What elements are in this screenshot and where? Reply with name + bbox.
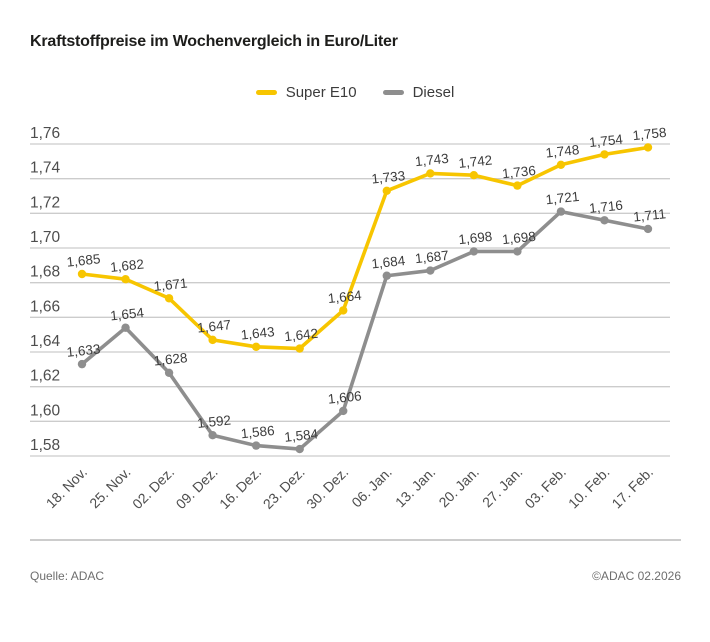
legend-swatch-diesel-icon — [382, 90, 404, 95]
value-label-super-e10-9: 1,742 — [458, 152, 493, 170]
legend: Super E10 Diesel — [0, 84, 710, 101]
x-axis-tick-label: 16. Dez. — [216, 464, 264, 512]
value-label-diesel-7: 1,684 — [371, 253, 407, 272]
value-label-super-e10-2: 1,671 — [153, 276, 188, 294]
value-label-super-e10-11: 1,748 — [545, 142, 580, 160]
y-axis-tick-label: 1,60 — [30, 402, 61, 419]
x-axis-tick-label: 06. Jan. — [348, 464, 395, 511]
data-point-super-e10-7 — [382, 186, 391, 195]
x-axis-tick-label: 20. Jan. — [435, 464, 482, 511]
series-line-super-e10 — [80, 145, 650, 351]
data-point-super-e10-10 — [513, 181, 522, 190]
data-point-super-e10-6 — [339, 306, 348, 315]
data-point-diesel-6 — [339, 406, 348, 416]
legend-swatch-super-e10-icon — [255, 90, 277, 95]
value-label-diesel-5: 1,584 — [284, 426, 320, 445]
value-label-diesel-11: 1,721 — [545, 189, 580, 207]
data-point-diesel-0 — [77, 359, 87, 369]
y-axis-tick-label: 1,70 — [30, 229, 61, 246]
x-axis-tick-label: 23. Dez. — [260, 464, 308, 512]
value-label-diesel-2: 1,628 — [153, 350, 188, 368]
y-axis-tick-label: 1,62 — [30, 368, 60, 385]
y-axis-tick-label: 1,74 — [30, 160, 61, 177]
data-point-super-e10-3 — [208, 335, 217, 345]
value-label-super-e10-4: 1,643 — [240, 324, 275, 342]
data-point-super-e10-4 — [251, 342, 261, 351]
value-label-super-e10-6: 1,664 — [327, 288, 363, 307]
legend-item-super-e10: Super E10 — [255, 84, 357, 101]
x-axis-tick-label: 30. Dez. — [303, 464, 351, 512]
x-axis-tick-label: 25. Nov. — [86, 464, 133, 511]
data-point-diesel-7 — [382, 271, 391, 280]
legend-label-diesel: Diesel — [412, 84, 455, 101]
x-axis-tick-label: 10. Feb. — [565, 464, 613, 512]
value-label-super-e10-12: 1,754 — [588, 132, 624, 151]
value-label-super-e10-5: 1,642 — [284, 326, 319, 344]
value-label-super-e10-7: 1,733 — [371, 168, 406, 186]
footer: Quelle: ADAC ©ADAC 02.2026 — [30, 569, 681, 583]
data-point-super-e10-2 — [164, 294, 174, 303]
data-point-diesel-11 — [556, 207, 566, 216]
chart-title: Kraftstoffpreise im Wochenvergleich in E… — [30, 33, 398, 50]
value-label-super-e10-13: 1,758 — [632, 125, 667, 143]
data-point-diesel-3 — [208, 431, 217, 440]
data-point-super-e10-13 — [643, 143, 653, 152]
data-point-super-e10-12 — [600, 150, 609, 159]
data-point-diesel-13 — [643, 224, 653, 234]
data-point-diesel-4 — [251, 441, 261, 450]
value-label-super-e10-8: 1,743 — [414, 151, 449, 169]
data-point-diesel-2 — [164, 368, 174, 377]
value-label-super-e10-0: 1,685 — [66, 251, 101, 269]
data-point-super-e10-0 — [77, 269, 87, 279]
y-axis-tick-label: 1,72 — [30, 194, 60, 211]
value-label-diesel-10: 1,698 — [501, 229, 536, 247]
x-axis-tick-label: 02. Dez. — [129, 464, 177, 512]
source-note: Quelle: ADAC — [30, 569, 105, 583]
data-point-diesel-9 — [469, 247, 479, 256]
data-point-super-e10-8 — [426, 169, 435, 178]
footer-divider — [30, 539, 681, 541]
x-axis-tick-label: 27. Jan. — [479, 464, 526, 511]
x-axis-tick-label: 03. Feb. — [521, 464, 569, 512]
data-point-diesel-10 — [513, 247, 522, 256]
x-axis-tick-label: 17. Feb. — [608, 464, 656, 512]
x-axis-tick-label: 18. Nov. — [43, 464, 90, 511]
legend-item-diesel: Diesel — [382, 84, 455, 101]
x-axis-tick-label: 09. Dez. — [173, 464, 221, 512]
value-label-diesel-4: 1,586 — [240, 423, 275, 441]
y-axis-tick-label: 1,76 — [30, 125, 60, 142]
data-point-super-e10-5 — [295, 344, 304, 353]
value-label-diesel-1: 1,654 — [109, 305, 145, 324]
value-label-diesel-8: 1,687 — [414, 248, 449, 266]
data-point-super-e10-11 — [556, 160, 566, 169]
value-label-diesel-12: 1,716 — [588, 198, 623, 216]
data-point-diesel-12 — [600, 216, 609, 225]
value-label-diesel-13: 1,711 — [632, 206, 666, 224]
y-axis-tick-label: 1,68 — [30, 264, 60, 281]
value-label-diesel-6: 1,606 — [327, 388, 362, 406]
value-label-super-e10-3: 1,647 — [197, 317, 232, 335]
legend-label-super-e10: Super E10 — [285, 84, 357, 101]
y-axis-tick-label: 1,58 — [30, 437, 60, 454]
data-point-diesel-5 — [295, 444, 304, 454]
y-axis-tick-label: 1,64 — [30, 333, 61, 350]
value-label-diesel-9: 1,698 — [458, 229, 493, 247]
data-point-super-e10-9 — [469, 171, 479, 180]
y-axis-tick-label: 1,66 — [30, 298, 60, 315]
data-point-diesel-8 — [426, 266, 435, 275]
series-line-diesel — [80, 209, 650, 451]
copyright-note: ©ADAC 02.2026 — [592, 569, 681, 583]
value-label-super-e10-10: 1,736 — [501, 163, 536, 181]
value-label-super-e10-1: 1,682 — [109, 256, 144, 274]
value-label-diesel-3: 1,592 — [197, 412, 232, 430]
data-point-diesel-1 — [121, 323, 130, 332]
x-axis-tick-label: 13. Jan. — [392, 464, 439, 511]
data-point-super-e10-1 — [121, 275, 130, 284]
value-label-diesel-0: 1,633 — [66, 341, 101, 359]
